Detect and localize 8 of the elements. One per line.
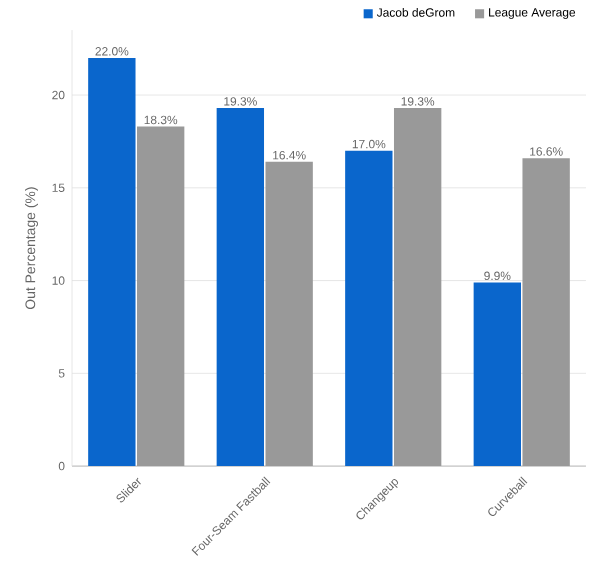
bar — [345, 150, 393, 467]
bar — [473, 282, 522, 467]
bar — [265, 161, 313, 467]
bar — [88, 57, 136, 467]
bar — [393, 108, 442, 467]
bar — [522, 158, 570, 467]
bar — [216, 108, 265, 467]
bar — [136, 126, 185, 467]
